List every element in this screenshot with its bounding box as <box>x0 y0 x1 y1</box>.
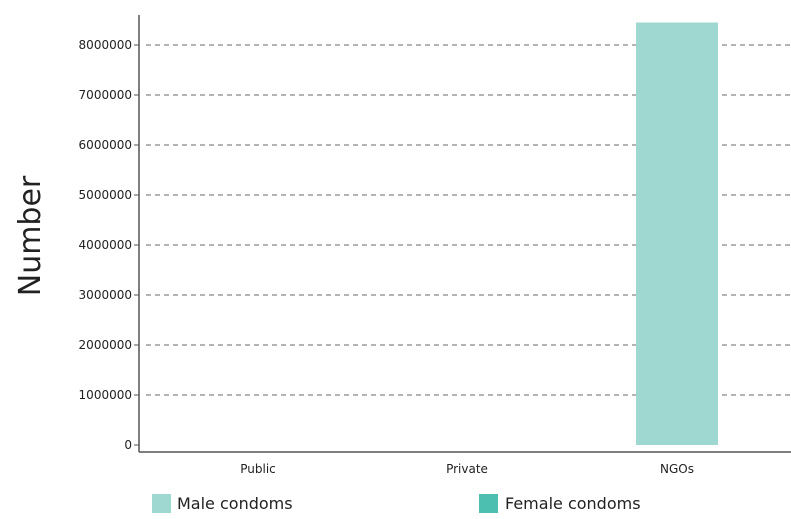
bar-male-condoms-ngos <box>636 22 718 445</box>
legend-swatch-male-condoms <box>152 494 171 513</box>
legend: Male condoms Female condoms <box>152 494 641 513</box>
legend-item-female-condoms: Female condoms <box>479 494 641 513</box>
bars <box>636 22 718 445</box>
y-tick-label: 8000000 <box>79 38 132 52</box>
y-tick-label: 4000000 <box>79 238 132 252</box>
y-tick-label: 6000000 <box>79 138 132 152</box>
category-label-ngos: NGOs <box>660 462 694 476</box>
y-axis-label: Number <box>13 175 48 296</box>
y-tick-labels: 0 1000000 2000000 3000000 4000000 5000000 6000… <box>79 38 139 452</box>
y-tick-label: 7000000 <box>79 88 132 102</box>
y-tick-label: 3000000 <box>79 288 132 302</box>
axes <box>138 15 791 453</box>
y-tick-label: 1000000 <box>79 388 132 402</box>
y-tick-label: 2000000 <box>79 338 132 352</box>
legend-label-female-condoms: Female condoms <box>505 494 641 513</box>
legend-item-male-condoms: Male condoms <box>152 494 293 513</box>
category-label-private: Private <box>446 462 488 476</box>
y-tick-label: 5000000 <box>79 188 132 202</box>
category-label-public: Public <box>240 462 276 476</box>
y-tick-label: 0 <box>124 438 132 452</box>
legend-label-male-condoms: Male condoms <box>177 494 293 513</box>
legend-swatch-female-condoms <box>479 494 498 513</box>
category-labels: Public Private NGOs <box>240 462 694 476</box>
